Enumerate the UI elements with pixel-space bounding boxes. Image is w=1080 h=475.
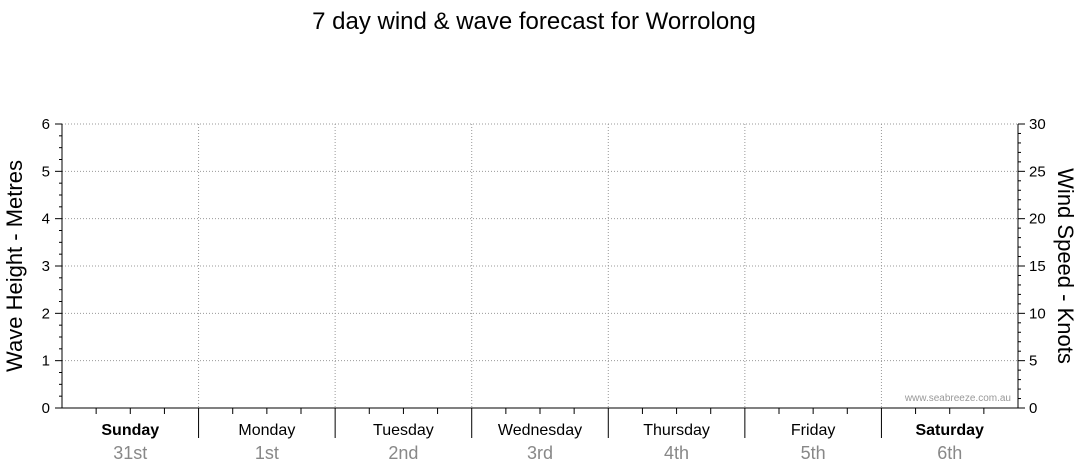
day-name-label: Saturday <box>915 422 984 439</box>
right-tick-label: 15 <box>1029 258 1046 275</box>
day-date-label: 1st <box>255 443 279 463</box>
day-name-label: Friday <box>791 422 835 439</box>
left-tick-label: 5 <box>42 163 50 180</box>
day-date-label: 6th <box>937 443 962 463</box>
chart-title: 7 day wind & wave forecast for Worrolong <box>312 8 756 35</box>
left-tick-label: 0 <box>42 400 50 417</box>
right-tick-label: 30 <box>1029 116 1046 133</box>
day-date-label: 3rd <box>527 443 553 463</box>
left-tick-label: 1 <box>42 353 50 370</box>
right-axis-label: Wind Speed - Knots <box>1053 168 1078 364</box>
day-name-label: Sunday <box>101 422 159 439</box>
right-axis-ticks: 0 5 10 15 20 25 30 <box>1018 116 1046 417</box>
left-tick-label: 4 <box>42 211 50 228</box>
vertical-gridlines <box>198 124 882 408</box>
x-axis-ticks <box>95 408 985 438</box>
day-name-label: Wednesday <box>498 422 582 439</box>
left-tick-label: 2 <box>42 305 50 322</box>
watermark-text: www.seabreeze.com.au <box>904 393 1011 404</box>
left-axis-ticks: 0 1 2 3 4 5 6 <box>42 116 62 417</box>
day-date-label: 2nd <box>388 443 418 463</box>
day-date-label: 4th <box>664 443 689 463</box>
right-tick-label: 5 <box>1029 353 1037 370</box>
day-date-label: 5th <box>801 443 826 463</box>
right-tick-label: 20 <box>1029 211 1046 228</box>
left-axis-label: Wave Height - Metres <box>2 160 27 372</box>
horizontal-gridlines <box>62 123 1018 362</box>
day-labels: Sunday 31st Monday 1st Tuesday 2nd Wednesday 3r… <box>101 422 984 463</box>
right-tick-label: 0 <box>1029 400 1037 417</box>
right-tick-label: 25 <box>1029 163 1046 180</box>
left-tick-label: 3 <box>42 258 50 275</box>
day-date-label: 31st <box>113 443 147 463</box>
day-name-label: Monday <box>238 422 295 439</box>
day-name-label: Thursday <box>643 422 710 439</box>
day-name-label: Tuesday <box>373 422 434 439</box>
right-tick-label: 10 <box>1029 305 1046 322</box>
left-tick-label: 6 <box>42 116 50 133</box>
